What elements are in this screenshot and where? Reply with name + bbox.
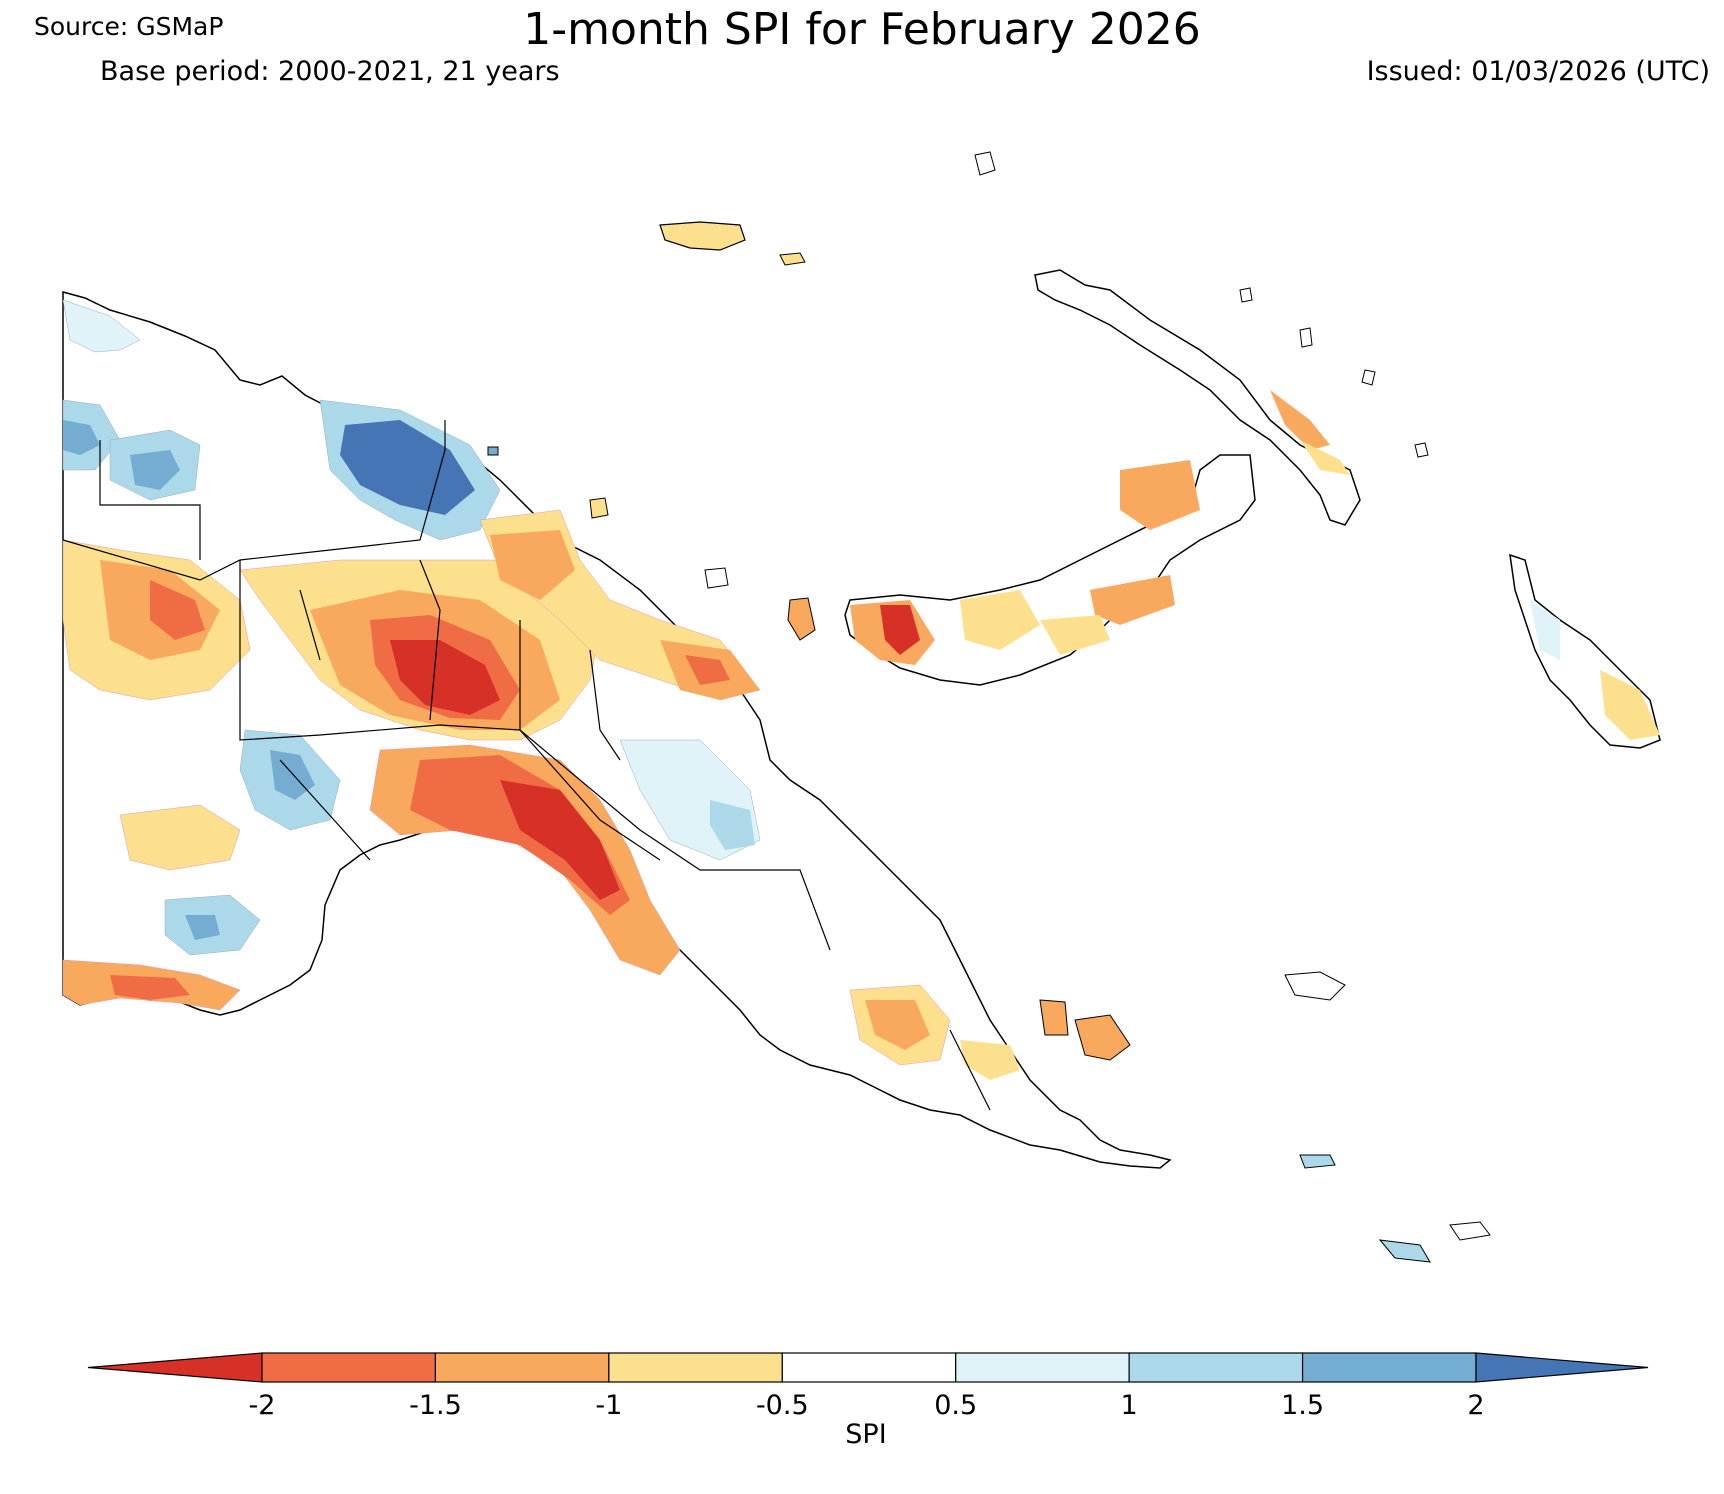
bougainville (1509, 553, 1661, 749)
spi-wet-east-core (710, 800, 755, 850)
colorbar-extend-high (1475, 1352, 1649, 1383)
spi-dry-papuan-east (960, 1040, 1020, 1080)
colorbar-bin (1301, 1352, 1477, 1383)
fergusson-island (1074, 1014, 1131, 1061)
spi-dry-south-core (110, 975, 190, 1000)
misima-island (1299, 1154, 1336, 1169)
spi-dry-papuan-core (865, 1000, 930, 1050)
spi-wet-nw-3 (63, 420, 100, 455)
mainland (62, 291, 1172, 1169)
new-ireland (1034, 269, 1361, 526)
colorbar-tick-label: -0.5 (756, 1390, 809, 1421)
spi-wet-fly-core (185, 915, 220, 940)
colorbar-bin (955, 1352, 1130, 1383)
spi-dry-north-mid (490, 530, 575, 600)
colorbar-tick-label: 1.5 (1281, 1390, 1324, 1421)
spi-dry-gulf-extreme (500, 780, 620, 900)
spi-map (62, 151, 1661, 1263)
spi-dry-highlands-extreme (390, 640, 500, 715)
goodenough-island (1039, 999, 1069, 1036)
colorbar-tick-label: 0.5 (934, 1390, 977, 1421)
woodlark-island (1449, 1221, 1491, 1241)
manus-landmass (659, 221, 746, 251)
new-ireland-landmass (1034, 269, 1361, 526)
umboi-island (787, 597, 816, 641)
colorbar-bin (434, 1352, 610, 1383)
new-britain-landmass (844, 454, 1256, 686)
new-britain (844, 454, 1256, 686)
spi-wet-west-core (130, 450, 180, 490)
karkar-island (589, 497, 609, 519)
spi-new-britain-east (1120, 460, 1200, 530)
colorbar-bin (781, 1352, 957, 1383)
mussau-island (974, 151, 996, 176)
spi-dry-madang-core (685, 655, 730, 685)
source-label: Source: GSMaP (34, 12, 224, 41)
lihir-island (1239, 287, 1253, 303)
rossel-island (1378, 1239, 1431, 1263)
colorbar-extend-low (87, 1352, 263, 1383)
colorbar-tick-label: 2 (1467, 1390, 1484, 1421)
spi-dry-gulf-core (410, 755, 630, 915)
spi-bougainville-dry (1600, 670, 1660, 740)
spi-wet-sepik-core (340, 420, 475, 515)
colorbar-label: SPI (845, 1419, 886, 1450)
base-period-label: Base period: 2000-2021, 21 years (100, 56, 560, 87)
colorbar-tick-label: 1 (1121, 1390, 1138, 1421)
provincial-boundaries (62, 420, 991, 1111)
map-title: 1-month SPI for February 2026 (523, 4, 1201, 55)
nissan-island (1414, 442, 1429, 458)
manus-east-islet (779, 252, 806, 266)
colorbar-tick-label: -1 (595, 1390, 622, 1421)
manus-island (659, 221, 806, 266)
spi-wet-western-core (270, 750, 315, 800)
spi-new-britain-mid (960, 590, 1040, 650)
spi-new-ireland-dry-2 (1300, 440, 1350, 475)
trobriand-island (1284, 971, 1346, 1001)
tanga-island (1299, 327, 1313, 348)
feni-island (1361, 369, 1376, 386)
long-island (704, 567, 729, 589)
spi-new-britain-west-core (880, 605, 920, 655)
small-islands (487, 151, 1491, 1263)
spi-new-britain-south-2 (1040, 615, 1110, 655)
wuvulu-island (487, 446, 499, 456)
colorbar-tick-label: -2 (249, 1390, 276, 1421)
colorbar-bin (608, 1352, 783, 1383)
spi-new-britain-south (1090, 575, 1175, 625)
colorbar-bin (261, 1352, 437, 1383)
issued-date-label: Issued: 01/03/2026 (UTC) (1366, 56, 1710, 87)
spi-dry-west-core (150, 580, 205, 640)
spi-wet-northwest (62, 299, 141, 353)
spi-shading-mainland (62, 299, 1020, 1080)
colorbar-bin (1128, 1352, 1304, 1383)
colorbar-tick-label: -1.5 (409, 1390, 462, 1421)
spi-dry-western-south (119, 804, 241, 871)
spi-bougainville-wet (1530, 600, 1560, 660)
spi-new-ireland-dry (1270, 390, 1330, 450)
